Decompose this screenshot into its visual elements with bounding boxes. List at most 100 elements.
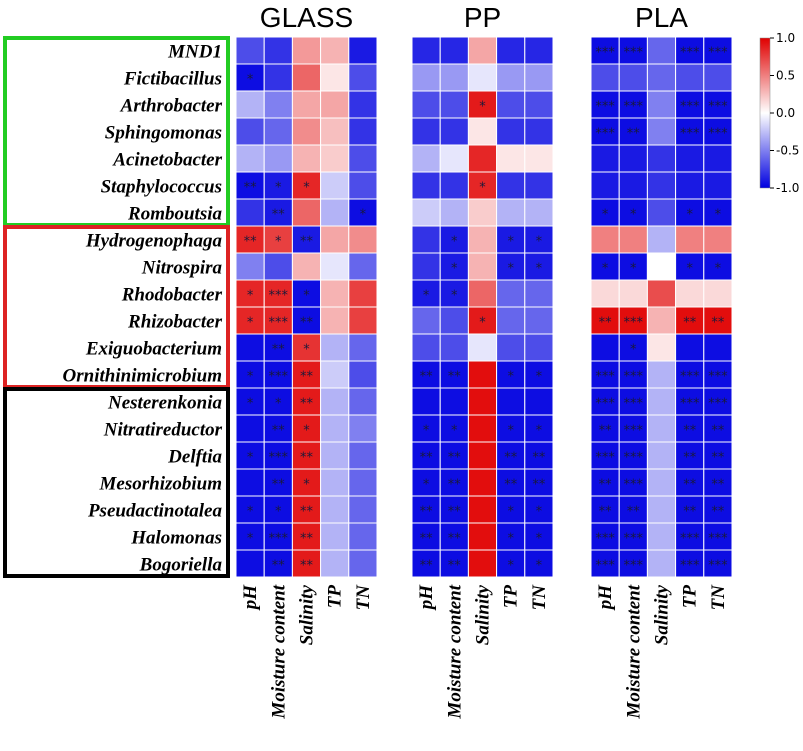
significance-mark: *** (595, 127, 615, 142)
heatmap-cell (411, 117, 441, 146)
heatmap-cell (291, 117, 322, 146)
significance-mark: * (479, 181, 486, 196)
colorbar-gradient (759, 37, 771, 189)
heatmap-cell (235, 279, 265, 308)
heatmap-cell (590, 198, 620, 227)
significance-mark: * (507, 559, 514, 574)
heatmap-cell (618, 90, 648, 119)
heatmap-cell (590, 387, 620, 416)
heatmap-cell (439, 144, 469, 173)
heatmap-cell (235, 36, 265, 65)
heatmap-cell (496, 171, 526, 200)
heatmap-cell (439, 360, 469, 389)
heatmap-cell (524, 252, 554, 281)
heatmap-cell (496, 117, 526, 146)
significance-mark: *** (269, 370, 289, 385)
significance-mark: *** (708, 46, 728, 61)
panel-pp: PP*** * ** * ** **** ** * ** * * *** ** ** *** ** ** ****… (411, 2, 554, 720)
significance-mark: * (507, 505, 514, 520)
significance-mark: * (715, 208, 722, 223)
significance-mark: *** (624, 316, 644, 331)
heatmap-cell (411, 171, 441, 200)
heatmap-cell (675, 333, 705, 362)
heatmap-cell (703, 306, 733, 335)
row-label: Exiguobacterium (85, 339, 222, 360)
significance-mark: *** (624, 46, 644, 61)
panel-glass: GLASS*** * *** *** * *** *** ** *** **** ** *** *** *… (235, 2, 378, 720)
significance-mark: * (303, 424, 310, 439)
significance-mark: ** (599, 505, 613, 520)
heatmap-cell (524, 414, 554, 443)
heatmap-cell (411, 198, 441, 227)
significance-mark: * (303, 343, 310, 358)
significance-mark: *** (708, 370, 728, 385)
heatmap-cell (348, 279, 378, 308)
significance-mark: ** (532, 451, 546, 466)
significance-mark: ** (420, 559, 434, 574)
significance-mark: * (536, 505, 543, 520)
heatmap-cell (496, 441, 526, 470)
significance-mark: *** (708, 397, 728, 412)
heatmap-cell (524, 36, 554, 65)
heatmap-cell (348, 360, 378, 389)
significance-mark: ** (420, 451, 434, 466)
significance-mark: * (479, 316, 486, 331)
heatmap-cell (467, 279, 498, 308)
significance-mark: ** (300, 532, 314, 547)
heatmap-cell (263, 414, 293, 443)
heatmap-cell (235, 549, 265, 578)
heatmap-cell (524, 522, 554, 551)
significance-mark: ** (448, 370, 462, 385)
heatmap-cell (646, 36, 677, 65)
significance-mark: *** (595, 100, 615, 115)
heatmap-cell (439, 225, 469, 254)
column-label: Moisture content (623, 584, 644, 719)
significance-mark: *** (708, 559, 728, 574)
heatmap-cell (263, 90, 293, 119)
heatmap-cell (439, 90, 469, 119)
heatmap-cell (320, 414, 350, 443)
heatmap-cell (646, 522, 677, 551)
column-label: TN (529, 584, 550, 611)
panel-pla: PLA*** *** *** ****** *** *** ****** ** *** **** *… (590, 2, 733, 720)
heatmap-cell (524, 495, 554, 524)
heatmap-cell (646, 279, 677, 308)
heatmap-cell (320, 441, 350, 470)
heatmap-cell (646, 387, 677, 416)
heatmap-cell (675, 387, 705, 416)
significance-mark: ** (683, 316, 697, 331)
heatmap-cell (496, 198, 526, 227)
heatmap-cell (411, 549, 441, 578)
significance-mark: ** (711, 478, 725, 493)
significance-mark: * (247, 532, 254, 547)
heatmap-cell (291, 63, 322, 92)
heatmap-cell (590, 252, 620, 281)
heatmap-cell (524, 279, 554, 308)
significance-mark: *** (595, 532, 615, 547)
heatmap-cell (646, 63, 677, 92)
heatmap-cell (439, 279, 469, 308)
heatmap-cell (524, 441, 554, 470)
heatmap-cell (590, 306, 620, 335)
heatmap-cell (439, 117, 469, 146)
heatmap-cell (411, 144, 441, 173)
heatmap-cell (703, 549, 733, 578)
heatmap-cell (646, 333, 677, 362)
heatmap-cell (590, 333, 620, 362)
significance-mark: ** (627, 127, 641, 142)
heatmap-cell (618, 63, 648, 92)
heatmap-cell (524, 117, 554, 146)
heatmap-cell (703, 63, 733, 92)
heatmap-cell (646, 90, 677, 119)
heatmap-cell (439, 171, 469, 200)
significance-mark: ** (448, 505, 462, 520)
significance-mark: ** (300, 370, 314, 385)
significance-mark: ** (420, 532, 434, 547)
heatmap-cell (496, 387, 526, 416)
panel-title: PLA (635, 2, 688, 33)
heatmap-cell (524, 171, 554, 200)
significance-mark: ** (711, 505, 725, 520)
heatmap-cell (411, 63, 441, 92)
significance-mark: *** (624, 451, 644, 466)
significance-mark: ** (244, 235, 258, 250)
